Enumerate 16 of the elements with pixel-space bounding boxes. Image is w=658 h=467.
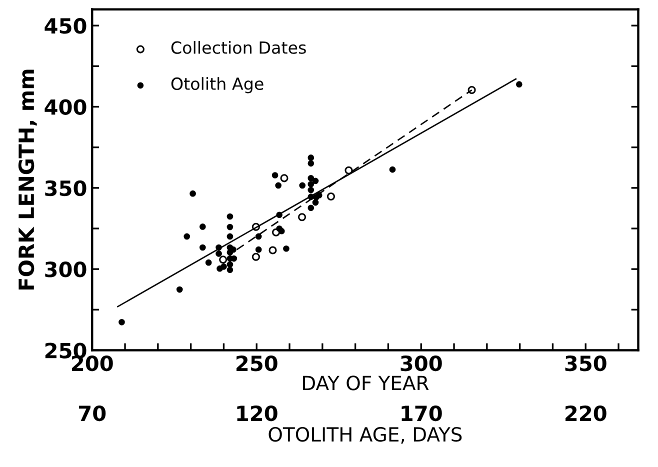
legend-label: Otolith Age xyxy=(171,77,264,94)
y-axis-title: FORK LENGTH, mm xyxy=(18,70,37,290)
x2-tick-label: 220 xyxy=(566,405,606,422)
y-tick-label: 350 xyxy=(45,180,86,196)
x2-tick-label: 70 xyxy=(79,405,106,422)
y-tick-label: 300 xyxy=(45,262,86,278)
x2-tick-label: 120 xyxy=(237,405,278,422)
x2-axis-title: OTOLITH AGE, DAYS xyxy=(268,427,462,444)
y-tick-label: 450 xyxy=(44,18,86,34)
x2-tick-label: 170 xyxy=(402,405,442,422)
x-tick-label: 350 xyxy=(565,355,606,372)
x-tick-label: 250 xyxy=(236,355,278,372)
legend-label: Collection Dates xyxy=(171,41,306,54)
x-axis-title: DAY OF YEAR xyxy=(303,376,429,390)
y-tick-label: 400 xyxy=(44,99,86,115)
x-tick-label: 300 xyxy=(400,355,442,372)
